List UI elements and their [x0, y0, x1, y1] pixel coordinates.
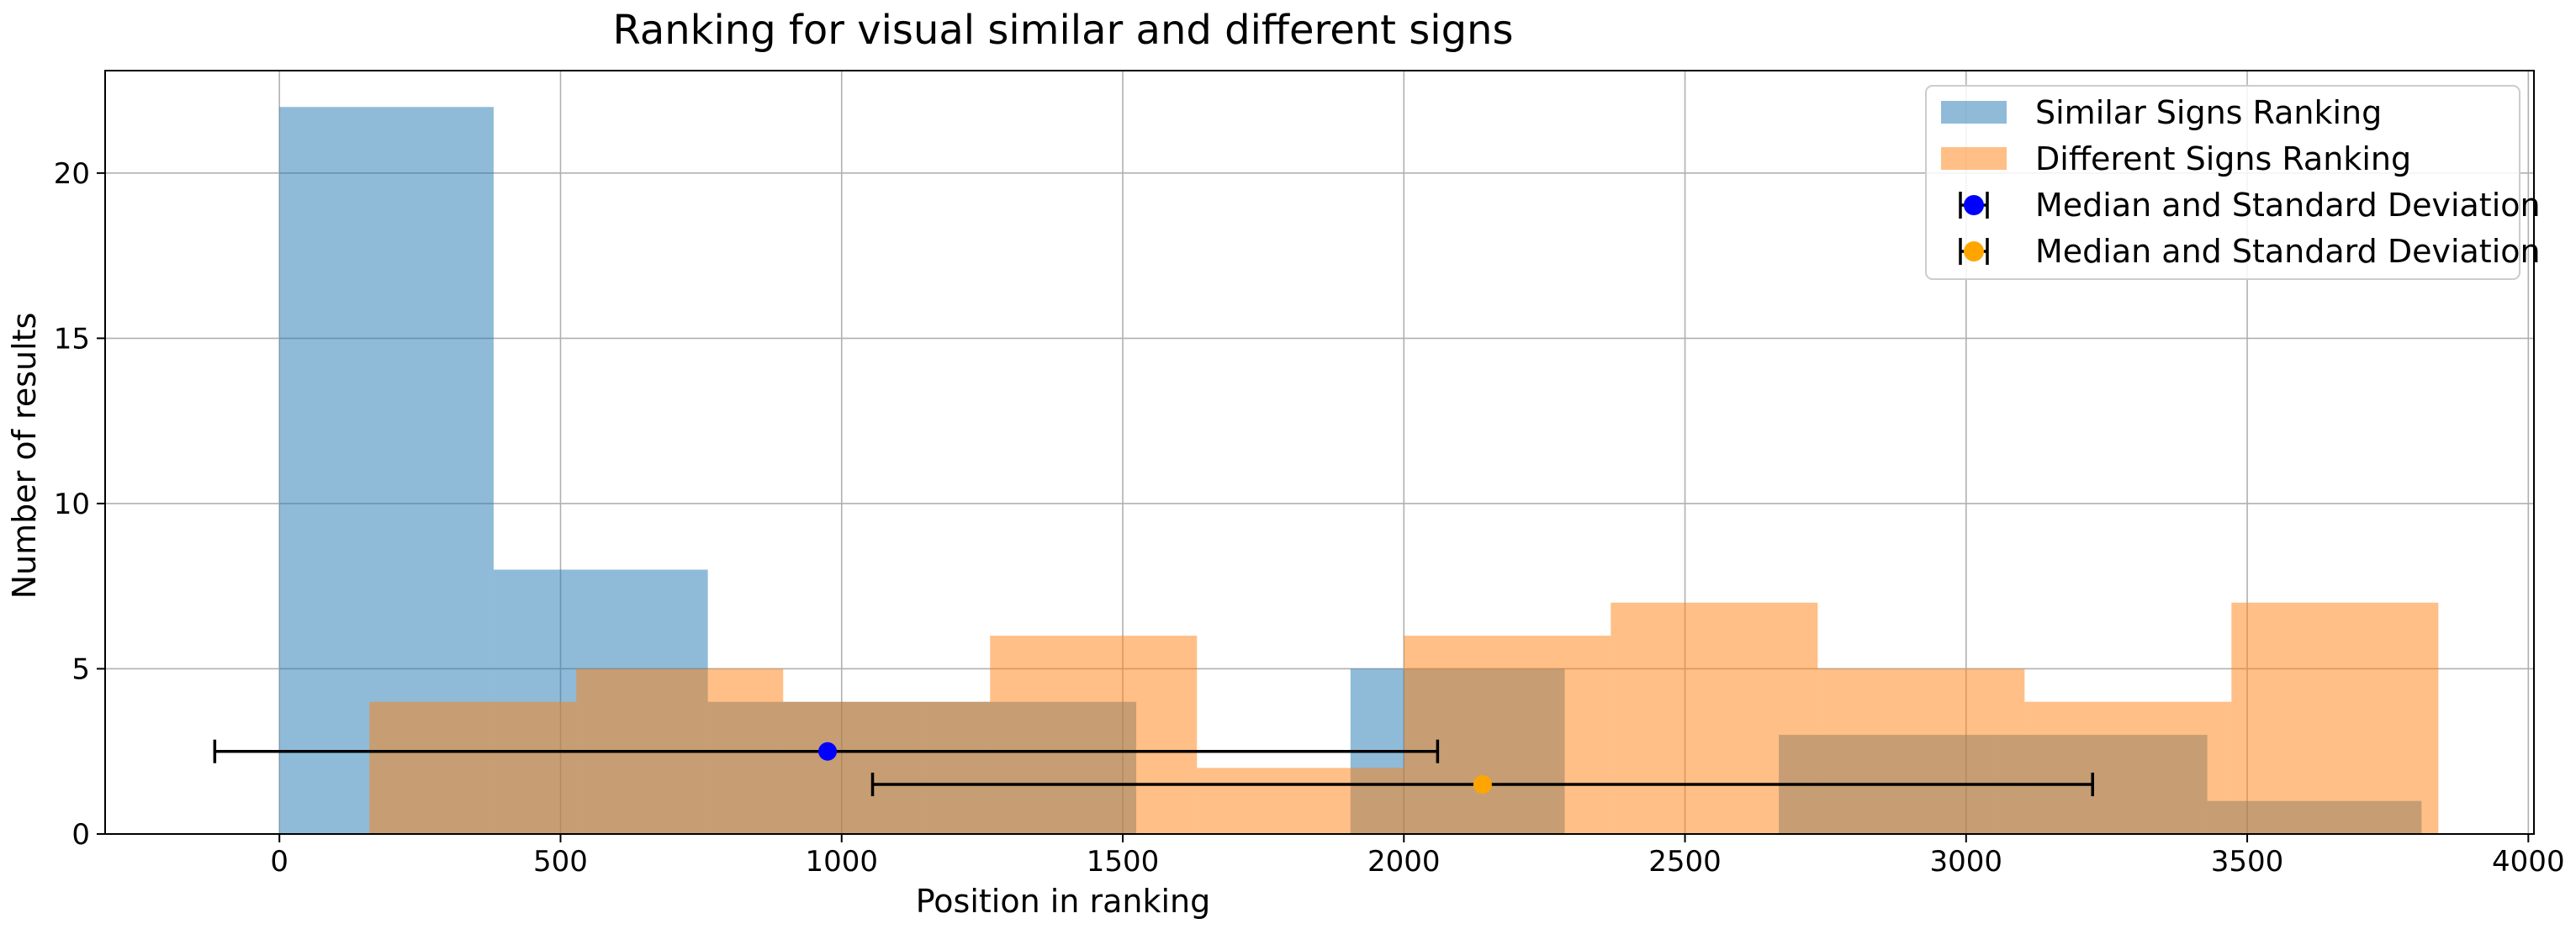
histogram-bars [279, 107, 2439, 834]
legend-label-3: Median and Standard Deviation [2035, 233, 2541, 270]
different-bar-6 [1611, 602, 1818, 834]
y-axis-label: Number of results [6, 313, 43, 599]
x-tick-label: 4000 [2492, 845, 2565, 879]
different-bar-7 [1817, 668, 2025, 834]
different-bar-9 [2231, 602, 2439, 834]
axis-ticks: 0 500 1000 1500 2000 2500 3000 3500 4000 0 5 10 15 20 [54, 157, 2565, 879]
legend: Similar Signs Ranking Different Signs Ran… [1925, 85, 2541, 280]
y-tick-label: 5 [71, 652, 90, 686]
x-tick-label: 2500 [1648, 845, 1722, 879]
legend-label-1: Different Signs Ranking [2035, 140, 2411, 177]
x-tick-label: 1000 [805, 845, 878, 879]
x-tick-label: 3000 [1930, 845, 2003, 879]
legend-label-0: Similar Signs Ranking [2035, 94, 2382, 131]
different-bar-3 [990, 636, 1198, 834]
different-bar-0 [369, 701, 577, 834]
different-bar-8 [2024, 701, 2232, 834]
legend-box [1925, 85, 2520, 280]
y-tick-label: 20 [54, 157, 90, 191]
error-bars [213, 739, 2094, 797]
different-bar-4 [1197, 768, 1404, 834]
y-tick-label: 15 [54, 322, 90, 356]
legend-marker-3 [1964, 241, 1984, 261]
y-tick-label: 10 [54, 488, 90, 521]
y-tick-label: 0 [71, 818, 90, 852]
chart-title: Ranking for visual similar and different… [613, 7, 1514, 54]
x-tick-label: 3500 [2211, 845, 2284, 879]
different-bar-2 [783, 701, 991, 834]
x-tick-label: 500 [533, 845, 588, 879]
legend-marker-2 [1964, 195, 1984, 215]
legend-label-2: Median and Standard Deviation [2035, 187, 2541, 224]
different-bar-5 [1404, 636, 1611, 834]
orange-median-marker [1473, 775, 1492, 794]
legend-swatch-1 [1941, 147, 2007, 170]
legend-swatch-0 [1941, 101, 2007, 124]
x-tick-label: 2000 [1367, 845, 1441, 879]
plot-frame [104, 70, 2535, 835]
x-axis-label: Position in ranking [916, 883, 1211, 920]
x-tick-label: 1500 [1087, 845, 1160, 879]
blue-median-marker [818, 742, 838, 761]
x-tick-label: 0 [270, 845, 288, 879]
